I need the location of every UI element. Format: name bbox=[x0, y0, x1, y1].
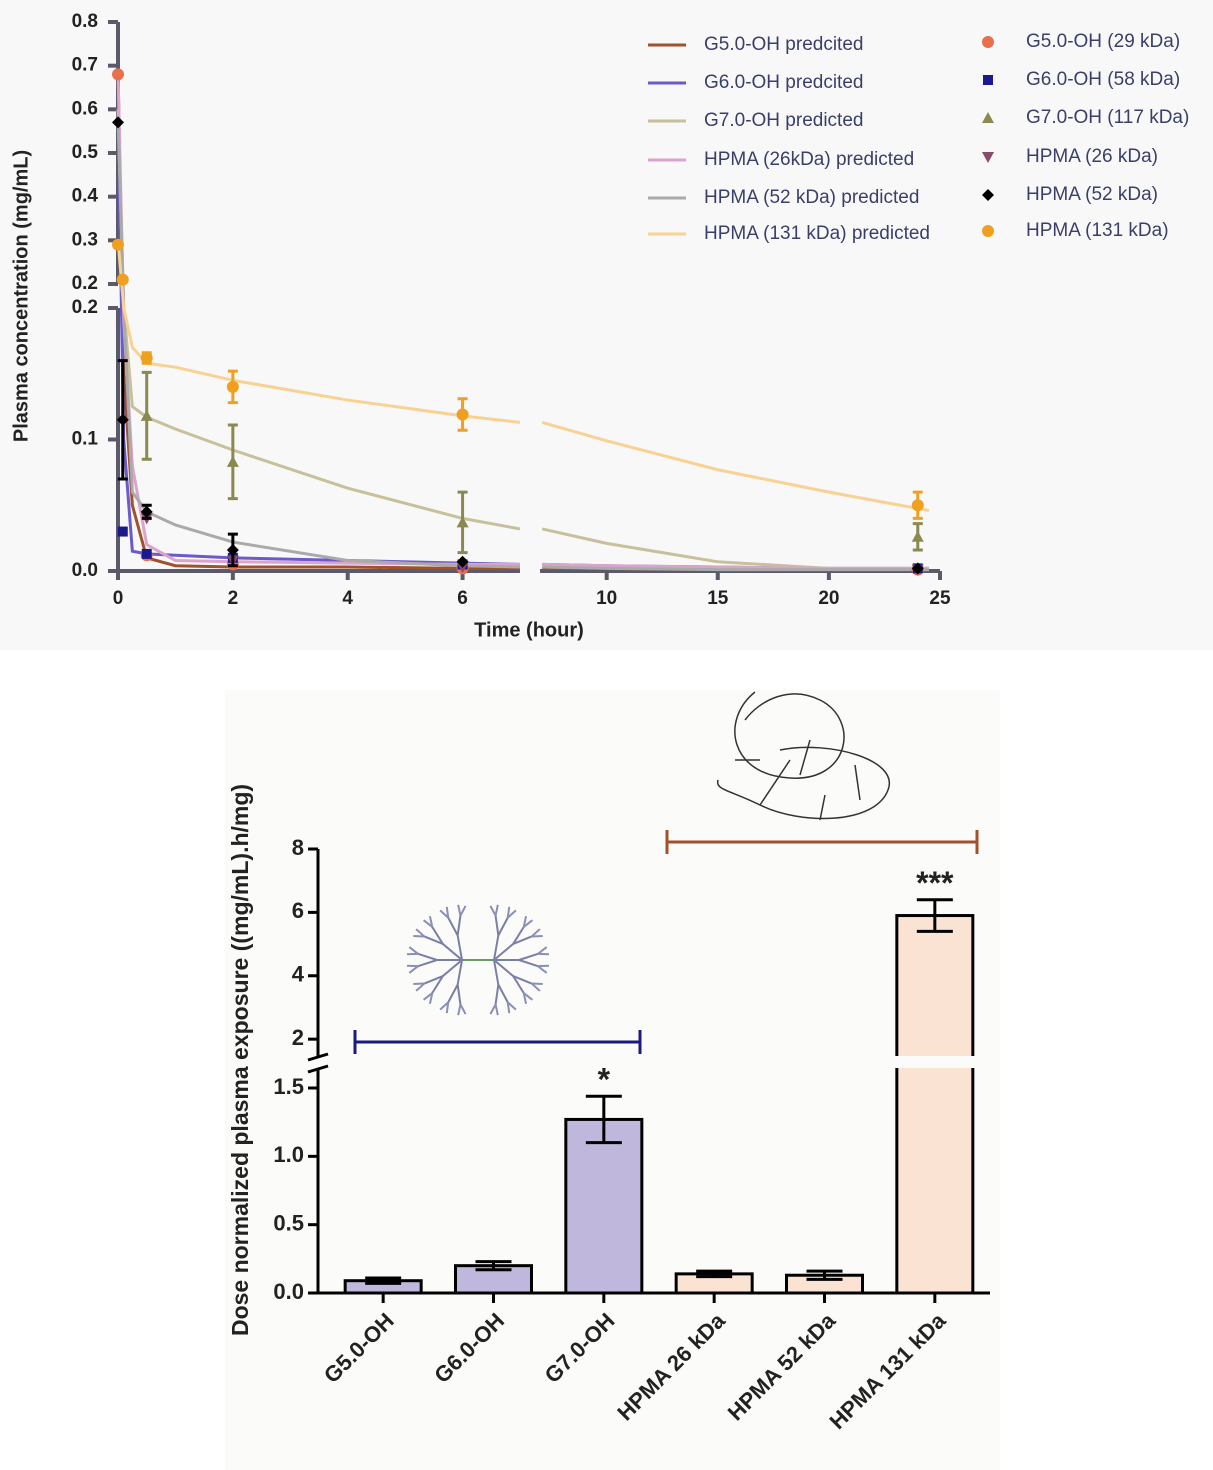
legend-label: HPMA (131 kDa) predicted bbox=[704, 223, 930, 244]
legend-label: G6.0-OH (58 kDa) bbox=[1026, 69, 1180, 90]
bar bbox=[566, 1119, 642, 1293]
y-tick-label: 0.8 bbox=[72, 11, 98, 32]
figure: 0.00.10.20.20.30.40.50.60.70.80246101520… bbox=[0, 0, 1213, 1470]
significance-label: * bbox=[598, 1062, 611, 1098]
y-tick-label: 0.1 bbox=[72, 429, 99, 450]
legend-marker bbox=[983, 75, 993, 85]
y-tick-label: 0.6 bbox=[72, 98, 98, 119]
legend-label: HPMA (52 kDa) bbox=[1026, 184, 1158, 205]
x-axis-label: Time (hour) bbox=[474, 619, 584, 641]
data-point bbox=[142, 549, 152, 559]
legend-label: HPMA (26kDa) predicted bbox=[704, 149, 914, 170]
y-tick-label: 8 bbox=[292, 835, 304, 860]
y-tick-label: 0.5 bbox=[273, 1210, 304, 1235]
significance-label: *** bbox=[916, 865, 954, 901]
y-tick-label: 6 bbox=[292, 898, 304, 923]
bar bbox=[897, 916, 973, 1293]
y-tick-label: 0.5 bbox=[72, 142, 99, 163]
legend-label: G5.0-OH (29 kDa) bbox=[1026, 31, 1180, 52]
x-tick-label: 0 bbox=[113, 588, 124, 609]
x-tick-label: 2 bbox=[228, 588, 239, 609]
legend-label: G7.0-OH predicted bbox=[704, 110, 863, 131]
x-tick-label: 15 bbox=[707, 588, 729, 609]
data-point bbox=[112, 68, 124, 80]
x-tick-label: 20 bbox=[818, 588, 839, 609]
y-axis-label: Plasma concentration (mg/mL) bbox=[10, 150, 32, 442]
y-tick-label: 0.2 bbox=[72, 273, 98, 294]
y-tick-label: 1.0 bbox=[273, 1142, 304, 1167]
y-tick-label: 0.7 bbox=[72, 55, 98, 76]
data-point bbox=[141, 352, 153, 364]
data-point bbox=[457, 409, 469, 421]
data-point bbox=[117, 274, 129, 286]
y-tick-label: 2 bbox=[292, 1025, 304, 1050]
y-tick-label: 0.0 bbox=[273, 1279, 304, 1304]
legend-label: G6.0-OH predcited bbox=[704, 72, 863, 93]
legend-marker bbox=[982, 36, 994, 48]
legend-label: HPMA (26 kDa) bbox=[1026, 146, 1158, 167]
y-tick-label: 1.5 bbox=[273, 1074, 304, 1099]
data-point bbox=[112, 239, 124, 251]
legend-label: HPMA (52 kDa) predicted bbox=[704, 187, 919, 208]
y-tick-label: 0.3 bbox=[72, 229, 98, 250]
legend-label: G5.0-OH predcited bbox=[704, 34, 863, 55]
y-tick-label: 0.2 bbox=[72, 297, 98, 318]
bar-break bbox=[894, 1056, 976, 1068]
x-tick-label: 4 bbox=[342, 588, 353, 609]
top-panel-background bbox=[0, 0, 1213, 650]
y-tick-label: 0.0 bbox=[72, 560, 98, 581]
y-tick-label: 0.4 bbox=[72, 186, 99, 207]
x-tick-label: 6 bbox=[457, 588, 468, 609]
data-point bbox=[227, 381, 239, 393]
data-point bbox=[118, 527, 128, 537]
y-axis-label: Dose normalized plasma exposure ((mg/mL)… bbox=[227, 784, 253, 1336]
x-tick-label: 25 bbox=[929, 588, 951, 609]
legend-label: HPMA (131 kDa) bbox=[1026, 220, 1169, 241]
x-tick-label: 10 bbox=[596, 588, 617, 609]
legend-marker bbox=[982, 225, 994, 237]
legend-label: G7.0-OH (117 kDa) bbox=[1026, 107, 1189, 128]
y-tick-label: 4 bbox=[292, 962, 305, 987]
data-point bbox=[912, 499, 924, 511]
